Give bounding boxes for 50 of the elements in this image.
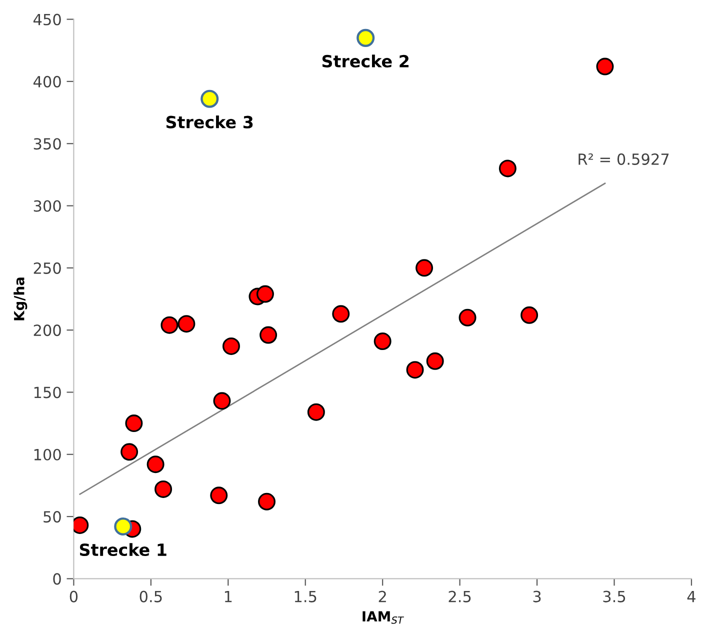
point (160, 316, 178, 334)
point (406, 361, 424, 379)
point (120, 443, 138, 461)
y-tick-label: 150 (34, 386, 61, 398)
x-tick-label: 3 (533, 590, 541, 602)
point (258, 492, 276, 510)
y-tick-label: 350 (34, 138, 61, 150)
annotation: R² = 0.5927 (578, 153, 669, 165)
x-tick-label: 4 (687, 590, 696, 602)
y-tick-label: 400 (33, 76, 61, 88)
x-tick-label: 2.5 (448, 590, 471, 602)
x-tick-label: 1 (224, 590, 232, 602)
point (356, 28, 375, 47)
point (458, 308, 476, 326)
point (520, 306, 538, 324)
point (213, 392, 231, 410)
point (307, 403, 325, 421)
y-axis-title: Kg/ha (14, 278, 28, 320)
y-tick-label: 300 (34, 200, 61, 212)
point (114, 517, 132, 536)
y-tick-label: 50 (44, 511, 61, 523)
point (125, 414, 143, 432)
x-tick-label: 3.5 (603, 590, 626, 602)
point (416, 259, 434, 277)
y-tick-label: 250 (34, 262, 61, 274)
annotation: Strecke 3 (166, 116, 253, 128)
annotation: Strecke 2 (322, 54, 409, 68)
annotation: Strecke 1 (80, 543, 166, 556)
point (498, 160, 516, 178)
point (332, 305, 350, 323)
point (374, 332, 392, 350)
y-tick-label: 0 (53, 573, 61, 585)
x-tick-label: 0.5 (140, 590, 162, 602)
y-tick-label: 200 (34, 324, 61, 336)
point (154, 480, 172, 498)
point (222, 337, 240, 355)
point (146, 456, 164, 474)
point (256, 285, 274, 303)
y-tick-label: 450 (33, 14, 61, 26)
point (260, 326, 278, 344)
point (178, 315, 196, 333)
x-axis-title: IAM$_{ST}$ (362, 611, 404, 624)
point (200, 90, 219, 108)
point (596, 58, 614, 76)
x-tick-label: 1.5 (294, 590, 316, 602)
x-tick-label: 0 (70, 590, 78, 602)
y-tick-label: 100 (34, 448, 61, 460)
x-tick-label: 2 (378, 590, 386, 602)
point (426, 352, 444, 370)
point (210, 486, 228, 504)
